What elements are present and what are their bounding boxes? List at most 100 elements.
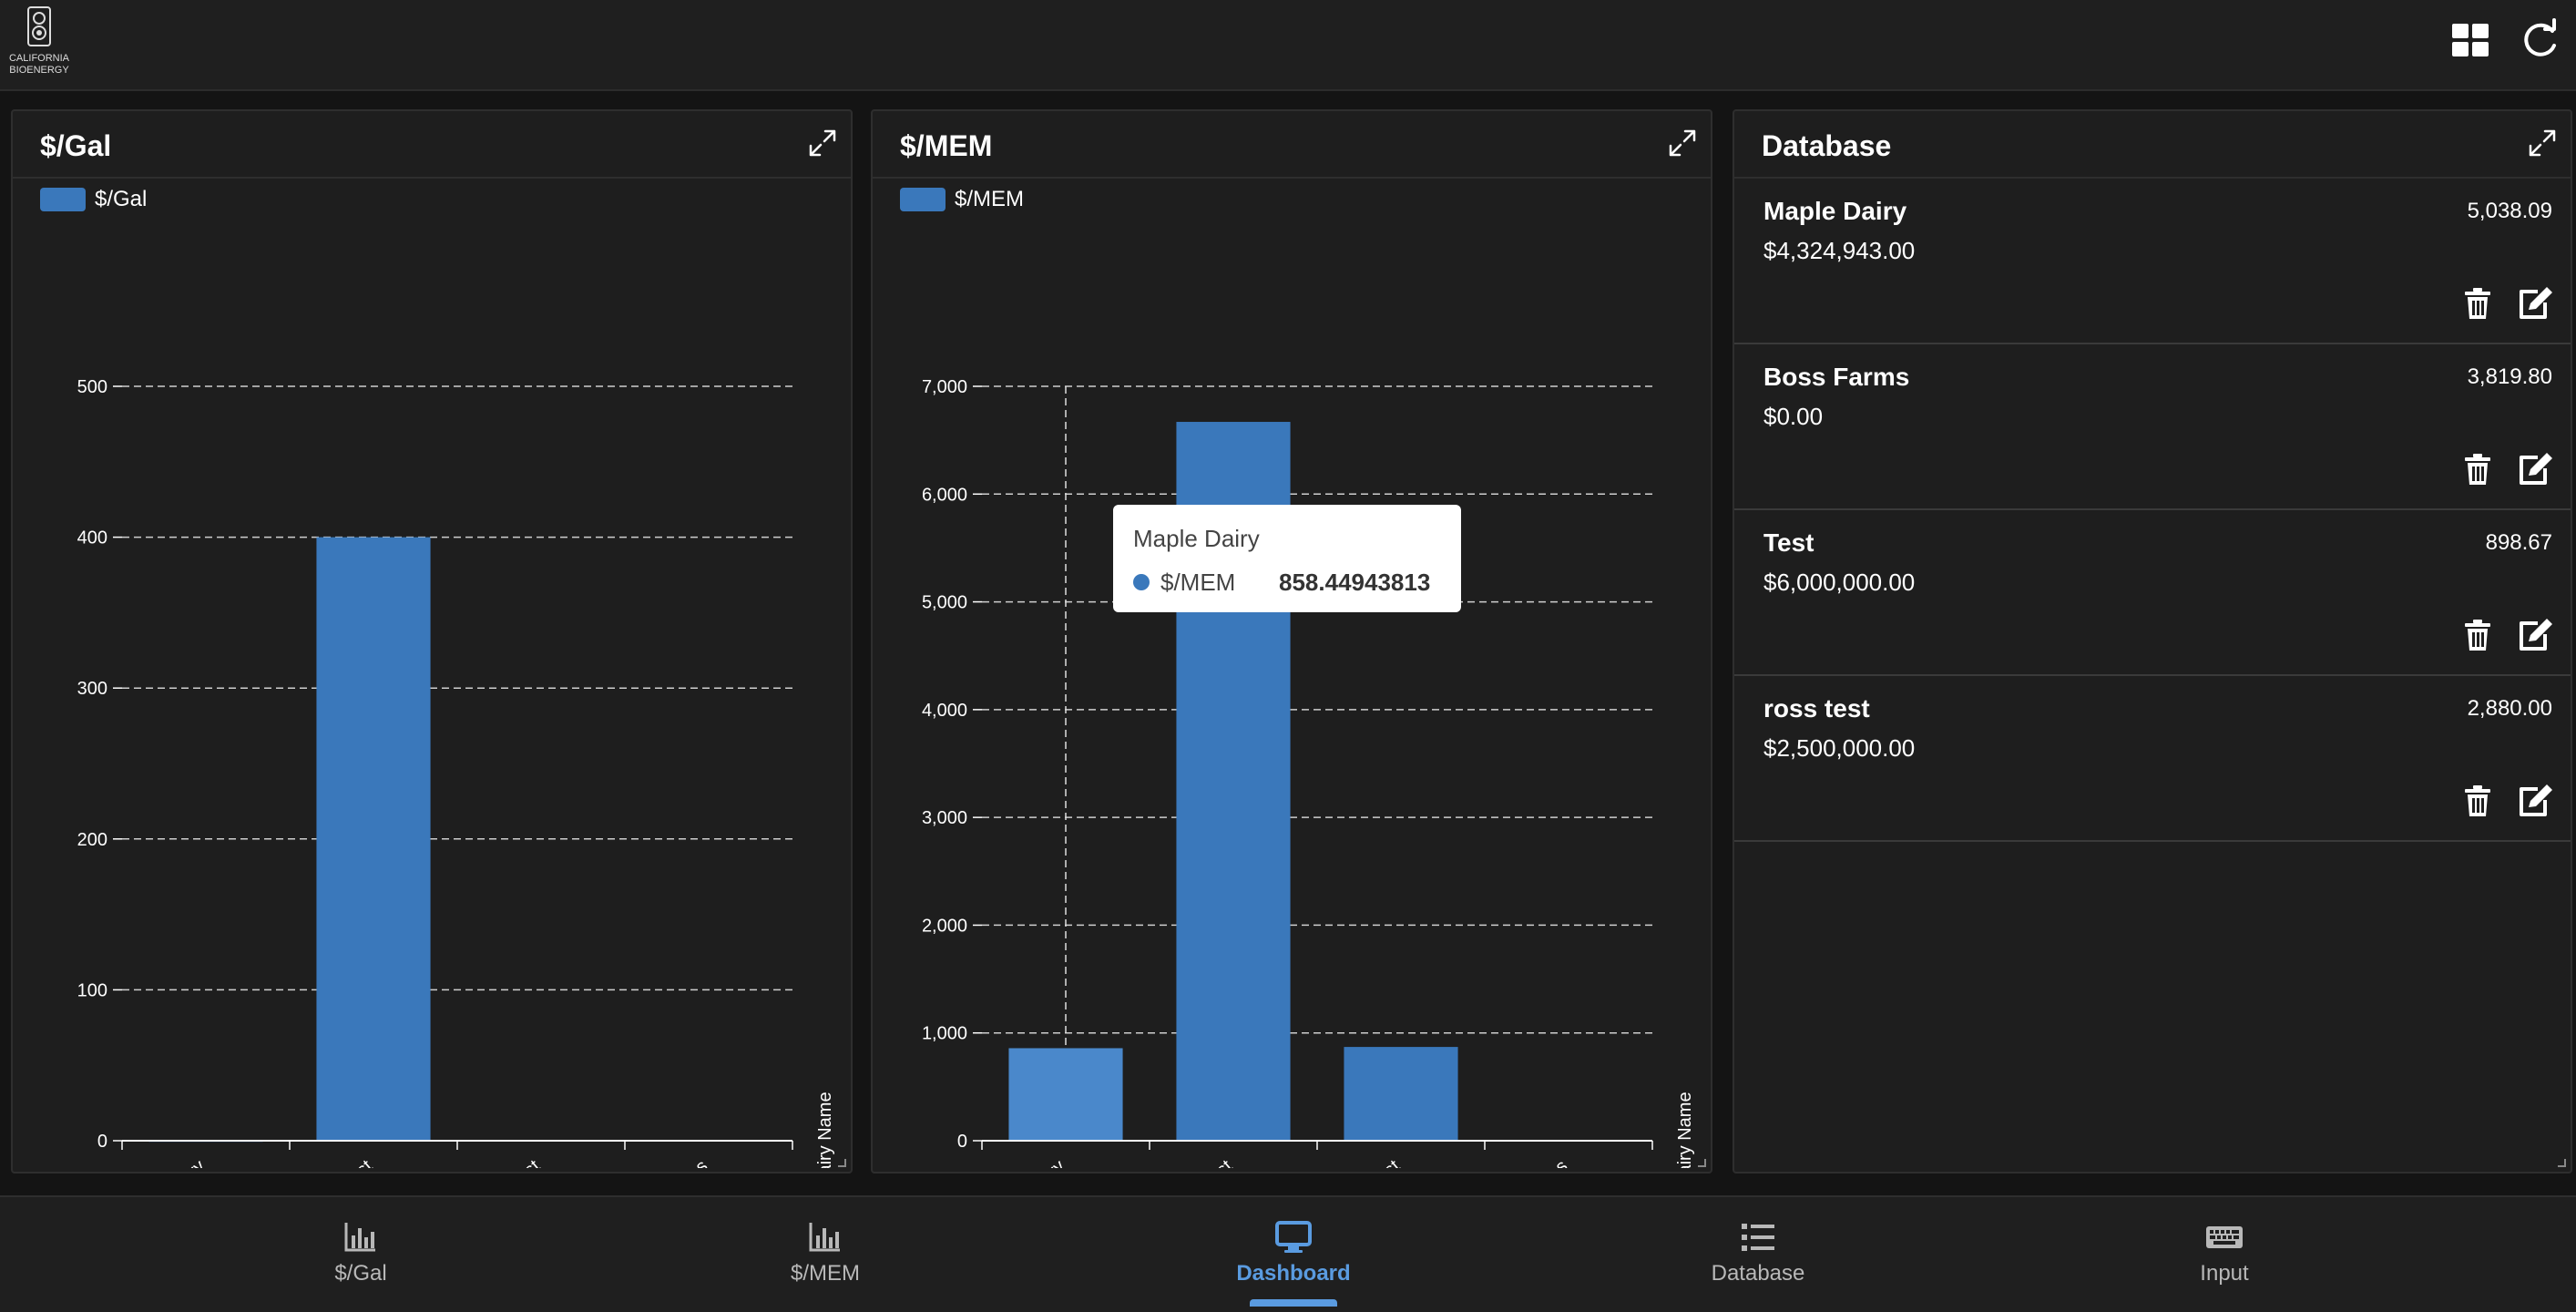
y-tick-label: 300 (77, 679, 107, 699)
legend-swatch (900, 188, 946, 211)
edit-icon[interactable] (2516, 782, 2554, 818)
expand-icon[interactable] (2527, 128, 2558, 159)
database-row-amount: $0.00 (1763, 403, 1824, 430)
y-tick-label: 500 (77, 377, 107, 397)
database-panel-title: Database (1762, 129, 1892, 162)
y-tick-label: 100 (77, 980, 107, 1000)
edit-icon[interactable] (2516, 616, 2554, 652)
mem-legend[interactable]: $/MEM (900, 186, 1024, 213)
trash-icon[interactable] (2461, 784, 2494, 818)
mem-panel-title: $/MEM (900, 129, 993, 162)
nav-item-database[interactable]: Database (1649, 1197, 1867, 1312)
database-row-value: 5,038.09 (2467, 199, 2552, 223)
active-tab-indicator (1250, 1299, 1337, 1307)
nav-label-database: Database (1711, 1261, 1805, 1286)
database-row-value: 2,880.00 (2467, 696, 2552, 721)
trash-icon[interactable] (2461, 452, 2494, 487)
x-tick-label: ross test (478, 1156, 544, 1168)
y-tick-label: 0 (957, 1132, 967, 1152)
resize-grip-icon[interactable] (836, 1157, 847, 1168)
y-tick-label: 1,000 (922, 1024, 967, 1044)
nav-label-mem: $/MEM (790, 1261, 860, 1286)
nav-item-input[interactable]: Input (2115, 1197, 2334, 1312)
bottom-navigation: $/Gal $/MEM Dashboard Database (0, 1195, 2576, 1312)
database-panel-header: Database (1734, 111, 2571, 179)
chart-tooltip: Maple Dairy $/MEM 858.44943813 (1113, 505, 1461, 612)
monitor-icon (1275, 1221, 1312, 1253)
bar (1008, 1048, 1123, 1141)
x-tick-label: Maple Dairy (981, 1156, 1068, 1168)
database-row-value: 3,819.80 (2467, 364, 2552, 389)
nav-item-dashboard[interactable]: Dashboard (1184, 1197, 1403, 1312)
tooltip-series-name: $/MEM (1160, 569, 1236, 596)
legend-swatch (40, 188, 86, 211)
refresh-icon[interactable] (2518, 18, 2561, 62)
mem-chart-panel: $/MEM $/MEM 0 1,000 2,000 3,000 4,000 5,000 6,… (871, 109, 1712, 1174)
y-tick-label: 6,000 (922, 485, 967, 505)
bar-chart-icon (344, 1223, 375, 1252)
x-axis-title: Dairy Name (815, 1092, 835, 1168)
y-tick-label: 400 (77, 528, 107, 548)
trash-icon[interactable] (2461, 618, 2494, 652)
x-tick-label: Test (338, 1156, 377, 1168)
bar (316, 537, 431, 1141)
resize-grip-icon[interactable] (1696, 1157, 1707, 1168)
trash-icon[interactable] (2461, 286, 2494, 321)
top-bar: CALIFORNIA BIOENERGY (0, 0, 2576, 91)
list-icon (1742, 1224, 1774, 1251)
mem-panel-header: $/MEM (873, 111, 1711, 179)
bar-chart-icon (809, 1223, 840, 1252)
database-row[interactable]: Boss Farms 3,819.80 $0.00 (1734, 343, 2571, 510)
database-row-amount: $4,324,943.00 (1763, 237, 1916, 264)
logo-text-line2: BIOENERGY (9, 65, 69, 76)
database-row[interactable]: Maple Dairy 5,038.09 $4,324,943.00 (1734, 177, 2571, 344)
gal-chart-panel: $/Gal $/Gal 0 100 200 300 400 500 Maple Dairy T… (11, 109, 853, 1174)
database-row-name: ross test (1763, 694, 1870, 723)
x-tick-label: Test (1198, 1156, 1237, 1168)
expand-icon[interactable] (807, 128, 838, 159)
edit-icon[interactable] (2516, 450, 2554, 487)
tooltip-title: Maple Dairy (1133, 525, 1260, 552)
x-tick-label: Maple Dairy (121, 1156, 209, 1168)
nav-item-mem[interactable]: $/MEM (716, 1197, 935, 1312)
logo-icon (27, 6, 51, 46)
nav-label-dashboard: Dashboard (1236, 1261, 1351, 1286)
grid-icon[interactable] (2448, 18, 2492, 62)
database-row-value: 898.67 (2485, 530, 2552, 555)
database-row-name: Boss Farms (1763, 363, 1910, 391)
x-axis-title: Dairy Name (1675, 1092, 1695, 1168)
tooltip-value: 858.44943813 (1279, 569, 1431, 596)
x-tick-label: ross test (1338, 1156, 1404, 1168)
y-tick-label: 2,000 (922, 916, 967, 936)
y-tick-label: 200 (77, 830, 107, 850)
gal-panel-title: $/Gal (40, 129, 112, 162)
y-tick-label: 0 (97, 1132, 107, 1152)
gal-legend[interactable]: $/Gal (40, 186, 147, 213)
gal-panel-header: $/Gal (13, 111, 851, 179)
mem-legend-label: $/MEM (955, 187, 1025, 211)
bar (1344, 1047, 1458, 1141)
keyboard-icon (2206, 1226, 2243, 1248)
database-row-amount: $6,000,000.00 (1763, 569, 1916, 596)
edit-icon[interactable] (2516, 284, 2554, 321)
database-row[interactable]: ross test 2,880.00 $2,500,000.00 (1734, 674, 2571, 842)
database-panel: Database Maple Dairy 5,038.09 $4,324,943.0… (1733, 109, 2572, 1174)
nav-label-gal: $/Gal (334, 1261, 387, 1286)
nav-label-input: Input (2200, 1261, 2249, 1286)
database-row-name: Test (1763, 528, 1814, 557)
expand-icon[interactable] (1667, 128, 1698, 159)
x-tick-label: Boss Farms (624, 1156, 711, 1168)
nav-item-gal[interactable]: $/Gal (251, 1197, 470, 1312)
gal-legend-label: $/Gal (95, 187, 148, 211)
database-row-name: Maple Dairy (1763, 197, 1907, 225)
database-row-amount: $2,500,000.00 (1763, 734, 1916, 762)
y-tick-label: 7,000 (922, 377, 967, 397)
y-tick-label: 5,000 (922, 593, 967, 613)
gal-bar-chart: 0 100 200 300 400 500 Maple Dairy Test ross test… (77, 377, 835, 1168)
resize-grip-icon[interactable] (2556, 1157, 2567, 1168)
mem-bar-chart: 0 1,000 2,000 3,000 4,000 5,000 6,000 7,000 Mapl… (922, 377, 1695, 1168)
y-tick-label: 4,000 (922, 701, 967, 721)
california-bioenergy-logo: CALIFORNIA BIOENERGY (7, 5, 71, 76)
database-row[interactable]: Test 898.67 $6,000,000.00 (1734, 508, 2571, 676)
tooltip-series-dot (1133, 574, 1150, 590)
